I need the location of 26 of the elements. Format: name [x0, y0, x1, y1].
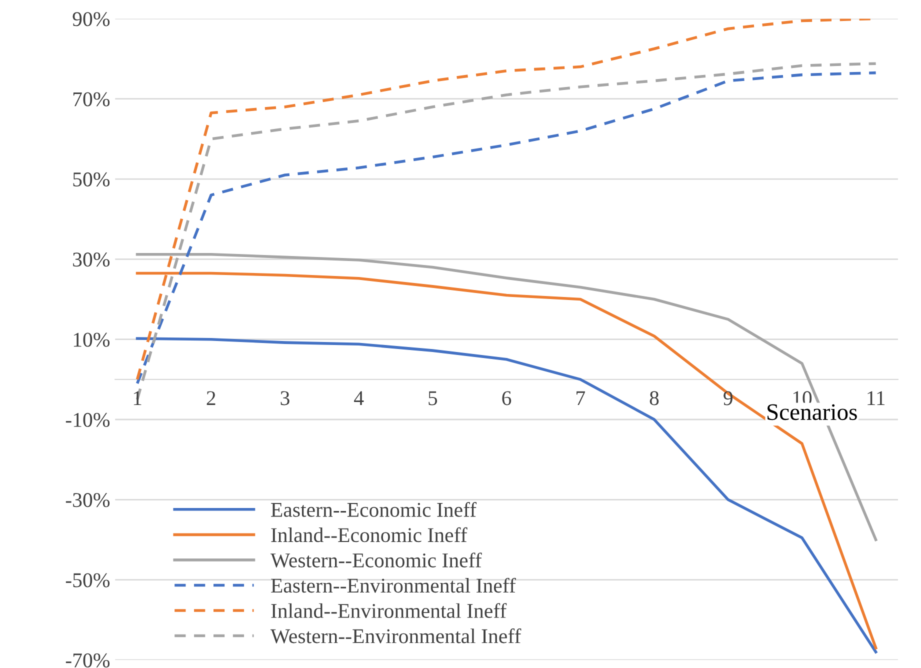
x-tick-label: 3 — [280, 391, 290, 406]
x-tick-label: 7 — [576, 391, 586, 405]
x-tick-label: 11 — [868, 391, 885, 405]
legend-label: Western--Environmental Ineff — [270, 628, 522, 644]
legend-label: Inland--Environmental Ineff — [271, 603, 507, 618]
legend-label: Western--Economic Ineff — [270, 552, 482, 568]
x-tick-label: 6 — [502, 391, 512, 406]
y-tick-label: 10% — [74, 332, 110, 347]
x-tick-label: 9 — [724, 391, 732, 406]
y-tick-label: -70% — [66, 653, 110, 668]
y-tick-label: 30% — [73, 252, 110, 267]
x-tick-label: 8 — [650, 391, 659, 406]
x-tick-label: 5 — [428, 391, 438, 406]
x-axis-title: Scenarios — [768, 404, 857, 420]
legend-label: Eastern--Environmental Ineff — [271, 578, 516, 593]
y-tick-label: -30% — [66, 493, 110, 508]
legend-label: Eastern--Economic Ineff — [271, 502, 477, 517]
x-tick-label: 2 — [206, 391, 216, 405]
x-tick-label: 4 — [354, 391, 364, 405]
y-tick-label: 70% — [73, 92, 110, 106]
y-tick-label: 50% — [73, 172, 110, 187]
y-tick-label: -50% — [66, 573, 110, 588]
legend-label: Inland--Economic Ineff — [271, 527, 468, 542]
y-tick-label: 90% — [72, 12, 110, 26]
y-tick-label: -10% — [66, 412, 110, 428]
x-tick-label: 1 — [134, 391, 142, 405]
